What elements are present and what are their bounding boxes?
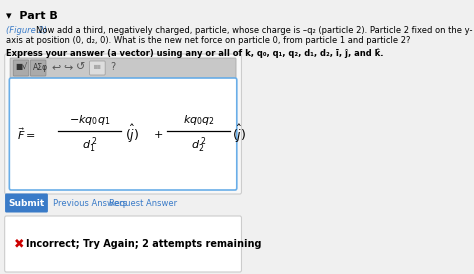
FancyBboxPatch shape xyxy=(90,61,105,75)
Text: ▾  Part B: ▾ Part B xyxy=(6,11,58,21)
Text: ✖: ✖ xyxy=(14,238,25,250)
Text: (Figure 2): (Figure 2) xyxy=(6,26,47,35)
Text: Previous Answers: Previous Answers xyxy=(53,198,127,207)
Text: Incorrect; Try Again; 2 attempts remaining: Incorrect; Try Again; 2 attempts remaini… xyxy=(27,239,262,249)
Text: Submit: Submit xyxy=(9,198,45,207)
Text: $+$: $+$ xyxy=(153,129,163,139)
FancyBboxPatch shape xyxy=(5,54,241,194)
Text: axis at position (0, d₂, 0). What is the new net force on particle 0, from parti: axis at position (0, d₂, 0). What is the… xyxy=(6,36,411,45)
FancyBboxPatch shape xyxy=(5,193,48,213)
Text: $(\hat{j})$: $(\hat{j})$ xyxy=(125,123,139,145)
Text: $d_1^{\;2}$: $d_1^{\;2}$ xyxy=(82,135,98,155)
FancyBboxPatch shape xyxy=(5,216,241,272)
Text: ↩: ↩ xyxy=(51,62,61,72)
Text: AΣφ: AΣφ xyxy=(33,62,48,72)
Text: Now add a third, negatively charged, particle, whose charge is –q₂ (particle 2).: Now add a third, negatively charged, par… xyxy=(36,26,472,35)
Text: ↪: ↪ xyxy=(64,62,73,72)
FancyBboxPatch shape xyxy=(13,60,29,76)
Text: $(\hat{j})$: $(\hat{j})$ xyxy=(232,123,246,145)
Text: Express your answer (a vector) using any or all of k, q₀, q₁, q₂, d₁, d₂, ī, ĵ, : Express your answer (a vector) using any… xyxy=(6,48,384,58)
Text: $kq_0 q_2$: $kq_0 q_2$ xyxy=(182,113,215,127)
Text: Request Answer: Request Answer xyxy=(109,198,177,207)
Text: ██: ██ xyxy=(94,65,100,69)
Text: $d_2^{\;2}$: $d_2^{\;2}$ xyxy=(191,135,207,155)
FancyBboxPatch shape xyxy=(9,78,237,190)
FancyBboxPatch shape xyxy=(30,60,46,76)
Text: $\vec{F}=$: $\vec{F}=$ xyxy=(17,126,36,142)
Text: ?: ? xyxy=(110,62,116,72)
Text: ■√: ■√ xyxy=(16,62,27,72)
Text: $-kq_0 q_1$: $-kq_0 q_1$ xyxy=(69,113,110,127)
FancyBboxPatch shape xyxy=(10,58,236,78)
Text: ↺: ↺ xyxy=(76,62,86,72)
